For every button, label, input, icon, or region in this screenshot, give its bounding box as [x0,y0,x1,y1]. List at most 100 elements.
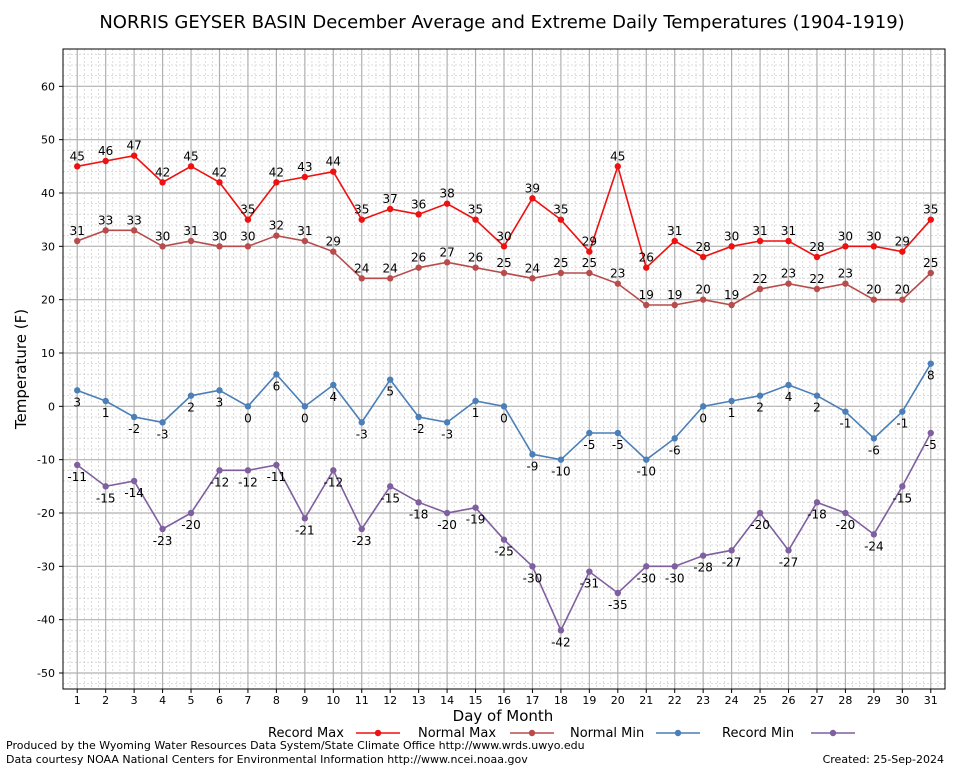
normal-min-data-label: -3 [356,427,368,441]
record-min-data-label: -23 [153,534,173,548]
footer-data-courtesy: Data courtesy NOAA National Centers for … [6,753,528,766]
record-max-data-label: 31 [667,224,682,238]
normal-max-data-label: 19 [667,288,682,302]
normal-max-point [472,264,479,271]
record-max-data-label: 37 [383,192,398,206]
record-min-point [159,525,166,533]
x-axis-label: Day of Month [453,707,554,725]
record-min-point [301,515,309,522]
normal-max-data-label: 26 [468,251,483,265]
footer-created-date: Created: 25-Sep-2024 [823,753,944,766]
record-max-point [728,243,735,250]
normal-max-point [386,275,394,282]
normal-min-point [74,387,81,394]
record-max-point [557,216,565,223]
normal-min-data-label: 5 [386,385,394,399]
normal-max-data-label: 33 [126,213,141,227]
x-tick-label: 3 [131,694,138,707]
record-max-data-label: 46 [98,144,113,158]
y-tick-label: -10 [37,454,55,467]
record-max-point [756,237,764,245]
normal-max-point [330,248,337,255]
normal-min-data-label: -2 [128,422,140,436]
legend-marker-normal-min [674,729,682,737]
normal-max-data-label: 22 [752,272,767,286]
x-tick-label: 15 [469,694,483,707]
normal-max-point [927,269,934,277]
record-max-point [899,248,906,255]
legend: Record Max Normal Max Normal Min Record Min [268,726,855,741]
record-max-point [187,163,195,170]
normal-max-point [813,285,821,293]
normal-max-point [130,227,138,234]
normal-max-point [785,280,792,287]
normal-min-data-label: 0 [699,411,707,425]
record-min-data-label: -12 [323,475,343,489]
normal-min-data-label: 3 [73,395,81,409]
record-min-data-label: -18 [807,507,827,521]
normal-max-data-label: 23 [781,267,796,281]
record-max-data-label: 35 [468,203,483,217]
record-max-point [586,248,593,255]
record-min-data-label: -11 [67,470,87,484]
normal-max-data-label: 31 [297,224,312,238]
normal-max-data-label: 23 [838,267,853,281]
record-max-data-label: 43 [297,160,312,174]
record-max-data-label: 39 [525,181,540,195]
normal-min-data-label: -3 [157,427,169,441]
normal-max-point [301,237,309,245]
normal-max-point [586,269,593,277]
record-min-point [699,552,707,559]
record-min-point [102,483,109,490]
record-max-data-label: 35 [354,203,369,217]
x-tick-label: 4 [159,694,166,707]
record-max-point [529,195,536,202]
record-min-data-label: -30 [636,571,656,585]
normal-max-data-label: 19 [724,288,739,302]
record-min-point [415,499,422,506]
normal-max-point [643,301,650,309]
record-min-data-label: -15 [96,491,116,505]
normal-max-point [699,296,707,303]
normal-max-data-label: 33 [98,213,113,227]
record-min-point [358,525,365,533]
normal-min-point [671,435,678,442]
normal-max-point [358,275,365,282]
x-tick-label: 27 [810,694,824,707]
record-min-point [443,509,451,517]
y-tick-label: 10 [41,347,55,360]
record-min-point [244,467,252,474]
record-max-data-label: 35 [553,203,568,217]
y-axis-label: Temperature (F) [12,309,30,430]
normal-max-point [870,296,878,303]
y-tick-label: 50 [41,134,55,147]
normal-max-point [244,243,252,250]
record-max-point [301,173,309,181]
x-tick-label: 31 [924,694,938,707]
record-min-data-label: -30 [523,571,543,585]
normal-min-data-label: 0 [244,411,252,425]
normal-min-point [756,392,764,399]
normal-min-data-label: -2 [413,422,425,436]
normal-min-point [358,419,365,426]
normal-min-point [159,419,166,426]
record-max-data-label: 31 [781,224,796,238]
record-min-data-label: -18 [409,507,429,521]
normal-min-data-label: -3 [441,427,453,441]
normal-min-data-label: 3 [216,395,224,409]
record-min-point [899,483,906,490]
record-max-point [244,216,252,223]
record-max-point [273,179,280,186]
record-min-point [927,429,934,437]
normal-max-data-label: 25 [496,256,511,270]
x-tick-label: 14 [440,694,454,707]
normal-min-data-label: 1 [102,406,110,420]
record-min-point [785,547,792,554]
record-max-point [643,264,650,271]
legend-marker-normal-max [528,729,536,737]
x-tick-label: 5 [188,694,195,707]
normal-min-point [443,419,451,426]
y-axis-ticks: 60 50 40 30 20 10 0 -10 -20 -30 -40 -50 [37,80,63,680]
x-tick-label: 12 [383,694,397,707]
normal-min-point [102,397,109,405]
